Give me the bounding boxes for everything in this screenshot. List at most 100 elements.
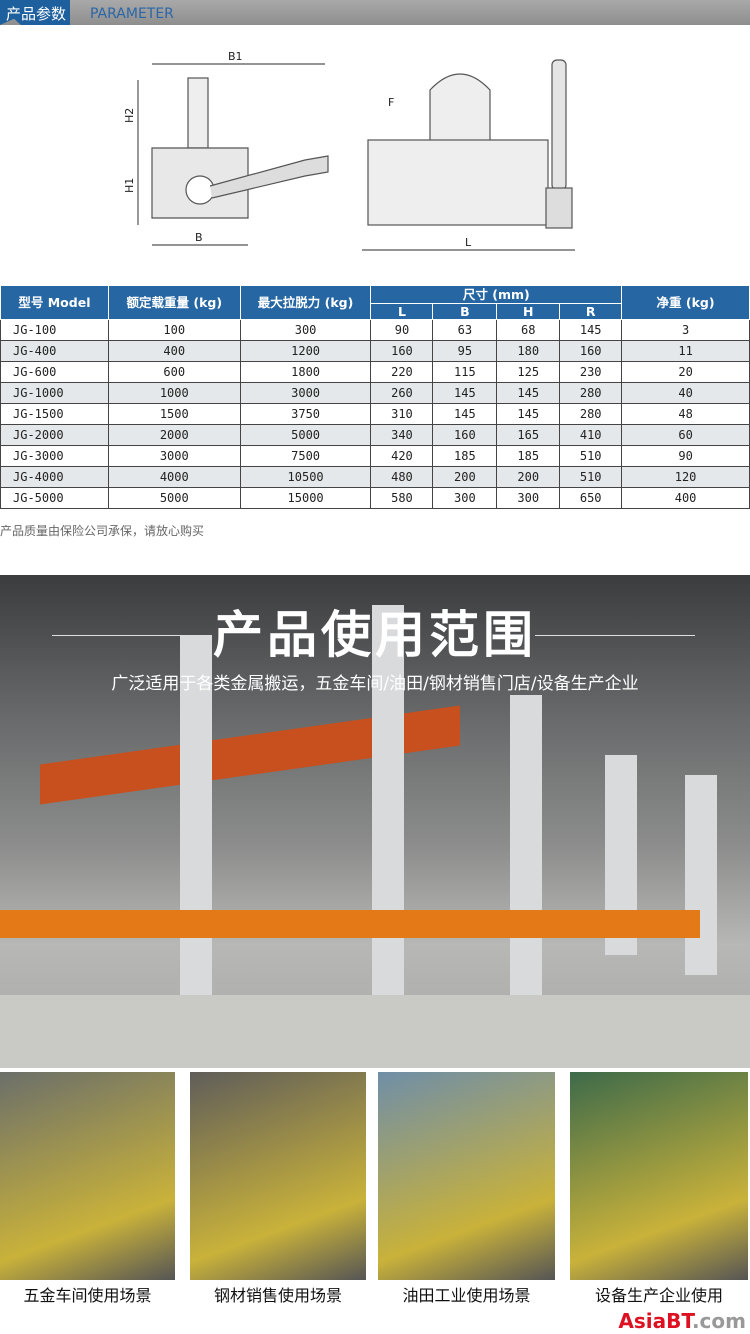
table-cell: 5000 bbox=[107, 487, 241, 509]
dimension-diagram: B1 H2 H1 B F L bbox=[123, 50, 575, 251]
table-cell: 20 bbox=[621, 361, 750, 383]
table-cell: 10500 bbox=[239, 466, 372, 488]
parameter-table: 型号 Model 额定载重量 (kg) 最大拉脱力 (kg) 尺寸 (mm) 净… bbox=[0, 285, 750, 509]
table-cell: 145 bbox=[432, 382, 498, 404]
table-cell: 1500 bbox=[107, 403, 241, 425]
scene-caption-4: 设备生产企业使用 bbox=[594, 1286, 723, 1305]
header-title-cn: 产品参数 bbox=[6, 5, 67, 23]
label-b1: B1 bbox=[228, 50, 243, 63]
table-cell: JG-1000 bbox=[0, 382, 109, 404]
scene-caption-1: 五金车间使用场景 bbox=[23, 1286, 152, 1305]
table-cell: JG-3000 bbox=[0, 445, 109, 467]
table-cell: 100 bbox=[107, 319, 241, 341]
table-cell: 310 bbox=[370, 403, 434, 425]
table-cell: 3750 bbox=[239, 403, 372, 425]
table-cell: 115 bbox=[432, 361, 498, 383]
usage-subtitle: 广泛适用于各类金属搬运，五金车间/油田/钢材销售门店/设备生产企业 bbox=[111, 674, 639, 694]
watermark-main: AsiaBT bbox=[618, 1309, 692, 1333]
table-row: JG-400 400 1200 160 95 180 160 11 bbox=[0, 340, 750, 362]
table-cell: 300 bbox=[432, 487, 498, 509]
table-cell: 280 bbox=[559, 382, 623, 404]
table-cell: 480 bbox=[370, 466, 434, 488]
col-b: B bbox=[432, 303, 498, 320]
divider bbox=[52, 635, 212, 636]
table-cell: 300 bbox=[496, 487, 561, 509]
table-cell: 40 bbox=[621, 382, 750, 404]
scene-caption-2: 钢材销售使用场景 bbox=[213, 1286, 342, 1305]
col-r: R bbox=[559, 303, 623, 320]
table-cell: 400 bbox=[621, 487, 750, 509]
table-cell: 2000 bbox=[107, 424, 241, 446]
table-row: JG-5000 5000 15000 580 300 300 650 400 bbox=[0, 487, 750, 509]
table-cell: 200 bbox=[432, 466, 498, 488]
table-cell: 11 bbox=[621, 340, 750, 362]
table-row: JG-100 100 300 90 63 68 145 3 bbox=[0, 319, 750, 341]
table-row: JG-2000 2000 5000 340 160 165 410 60 bbox=[0, 424, 750, 446]
col-rated-load: 额定载重量 (kg) bbox=[107, 285, 241, 320]
table-cell: 600 bbox=[107, 361, 241, 383]
table-cell: 160 bbox=[370, 340, 434, 362]
scene-image-1 bbox=[0, 1072, 175, 1280]
usage-title: 产品使用范围 bbox=[213, 606, 537, 664]
table-cell: 90 bbox=[621, 445, 750, 467]
table-cell: JG-2000 bbox=[0, 424, 109, 446]
table-cell: 3000 bbox=[107, 445, 241, 467]
pillar bbox=[510, 695, 542, 995]
table-cell: JG-4000 bbox=[0, 466, 109, 488]
table-row: JG-4000 4000 10500 480 200 200 510 120 bbox=[0, 466, 750, 488]
table-cell: 48 bbox=[621, 403, 750, 425]
table-cell: 300 bbox=[239, 319, 372, 341]
table-cell: 120 bbox=[621, 466, 750, 488]
pillar bbox=[372, 605, 404, 1005]
table-cell: 145 bbox=[432, 403, 498, 425]
table-cell: 145 bbox=[496, 382, 561, 404]
table-cell: 4000 bbox=[107, 466, 241, 488]
col-l: L bbox=[370, 303, 434, 320]
table-cell: 160 bbox=[559, 340, 623, 362]
table-cell: 1000 bbox=[107, 382, 241, 404]
label-f: F bbox=[388, 96, 394, 109]
table-cell: 410 bbox=[559, 424, 623, 446]
table-cell: 400 bbox=[107, 340, 241, 362]
lifting-beam bbox=[0, 910, 700, 938]
header-title-en: PARAMETER bbox=[90, 6, 174, 22]
label-h2: H2 bbox=[123, 108, 136, 123]
table-cell: 200 bbox=[496, 466, 561, 488]
table-cell: 580 bbox=[370, 487, 434, 509]
table-cell: 125 bbox=[496, 361, 561, 383]
table-cell: 185 bbox=[432, 445, 498, 467]
col-model: 型号 Model bbox=[0, 285, 109, 320]
table-cell: 420 bbox=[370, 445, 434, 467]
table-row: JG-3000 3000 7500 420 185 185 510 90 bbox=[0, 445, 750, 467]
table-row: JG-600 600 1800 220 115 125 230 20 bbox=[0, 361, 750, 383]
table-row: JG-1500 1500 3750 310 145 145 280 48 bbox=[0, 403, 750, 425]
table-cell: JG-1500 bbox=[0, 403, 109, 425]
table-cell: 60 bbox=[621, 424, 750, 446]
table-cell: JG-100 bbox=[0, 319, 109, 341]
label-h1: H1 bbox=[123, 178, 136, 193]
table-cell: 145 bbox=[496, 403, 561, 425]
table-cell: 185 bbox=[496, 445, 561, 467]
table-cell: 510 bbox=[559, 445, 623, 467]
watermark: AsiaBT.com bbox=[618, 1310, 746, 1332]
table-cell: 1200 bbox=[239, 340, 372, 362]
table-cell: 15000 bbox=[239, 487, 372, 509]
divider bbox=[535, 635, 695, 636]
table-cell: 3000 bbox=[239, 382, 372, 404]
table-cell: 145 bbox=[559, 319, 623, 341]
table-cell: 510 bbox=[559, 466, 623, 488]
col-weight: 净重 (kg) bbox=[621, 285, 750, 320]
watermark-suffix: .com bbox=[691, 1309, 746, 1333]
label-l: L bbox=[465, 236, 472, 249]
table-cell: 68 bbox=[496, 319, 561, 341]
table-cell: JG-400 bbox=[0, 340, 109, 362]
section-header: 产品参数 PARAMETER bbox=[0, 0, 750, 25]
table-cell: 280 bbox=[559, 403, 623, 425]
pillar bbox=[180, 635, 212, 1005]
table-cell: 180 bbox=[496, 340, 561, 362]
col-h: H bbox=[496, 303, 561, 320]
table-cell: 90 bbox=[370, 319, 434, 341]
label-b: B bbox=[195, 231, 203, 244]
table-cell: 220 bbox=[370, 361, 434, 383]
usage-banner: 产品使用范围 广泛适用于各类金属搬运，五金车间/油田/钢材销售门店/设备生产企业 bbox=[0, 575, 750, 1068]
